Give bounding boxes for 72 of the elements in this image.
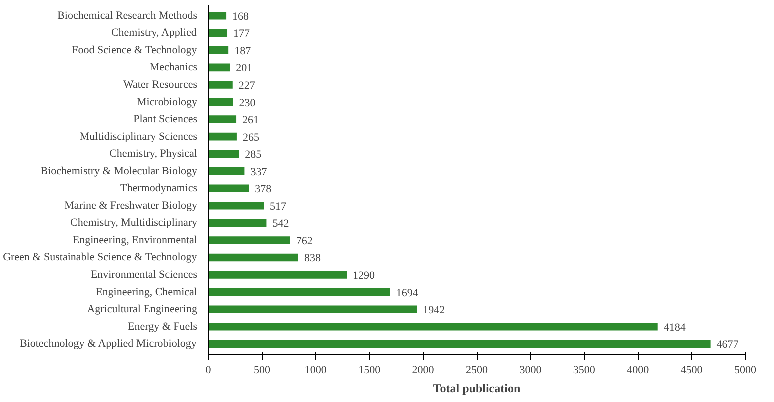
data-label: 227 (238, 80, 256, 92)
x-tick-label: 1000 (304, 364, 328, 376)
bar (208, 150, 240, 158)
y-tick-label: Agricultural Engineering (87, 304, 198, 316)
y-tick-label: Green & Sustainable Science & Technology (3, 252, 198, 264)
x-axis-title: Total publication (433, 382, 521, 396)
bar (208, 116, 237, 124)
y-tick-label: Biotechnology & Applied Microbiology (20, 338, 198, 350)
x-tick-label: 2000 (412, 364, 435, 376)
bar (208, 219, 267, 228)
data-label: 4677 (716, 339, 740, 352)
bar (208, 271, 348, 279)
bar (208, 236, 290, 244)
y-tick-label: Food Science & Technology (72, 44, 198, 56)
data-label: 838 (304, 252, 322, 265)
x-tick-label: 3000 (520, 364, 542, 376)
bar (208, 12, 227, 20)
bar (208, 132, 237, 141)
data-label: 285 (245, 149, 262, 162)
bar (208, 322, 658, 331)
data-label: 1694 (396, 287, 419, 300)
y-tick-label: Microbiology (137, 96, 198, 108)
data-label: 337 (250, 166, 268, 178)
x-tick-label: 4500 (680, 364, 704, 376)
y-tick-label: Engineering, Environmental (72, 234, 198, 246)
data-label: 230 (239, 97, 256, 110)
bar (208, 202, 264, 210)
bar (208, 81, 233, 89)
data-label: 261 (242, 114, 260, 127)
data-label: 1290 (353, 270, 376, 282)
x-tick-label: 2500 (466, 364, 488, 376)
x-tick-label: 4000 (627, 364, 650, 376)
bar (208, 184, 250, 193)
x-tick-label: 500 (254, 364, 271, 376)
y-tick-label: Marine & Freshwater Biology (64, 200, 198, 212)
data-label: 168 (232, 10, 250, 23)
y-tick-label: Chemistry, Applied (111, 27, 198, 40)
bar (208, 46, 229, 54)
y-tick-label: Biochemistry & Molecular Biology (40, 165, 198, 178)
bar (208, 340, 711, 348)
data-label: 542 (272, 218, 290, 230)
data-label: 378 (255, 184, 272, 196)
bar (208, 288, 390, 296)
y-tick-label: Environmental Sciences (90, 269, 198, 282)
bar (208, 98, 234, 106)
y-tick-label: Mechanics (150, 62, 198, 74)
y-tick-label: Chemistry, Multidisciplinary (70, 217, 198, 230)
y-tick-label: Biochemical Research Methods (58, 10, 198, 22)
data-label: 187 (234, 45, 252, 58)
x-tick-label: 3500 (573, 364, 596, 376)
data-label: 1942 (423, 304, 446, 317)
bar (208, 64, 230, 72)
bar (208, 254, 298, 262)
y-tick-label: Multidisciplinary Sciences (80, 130, 198, 143)
bar (208, 29, 228, 38)
data-label: 762 (296, 235, 313, 248)
y-tick-label: Engineering, Chemical (96, 286, 198, 298)
y-tick-label: Water Resources (124, 78, 198, 91)
data-label: 177 (234, 28, 251, 40)
data-label: 201 (236, 62, 253, 75)
y-tick-label: Plant Sciences (134, 114, 198, 126)
x-tick-label: 0 (206, 364, 212, 376)
x-tick-label: 5000 (734, 364, 757, 376)
data-label: 4184 (664, 322, 686, 334)
y-tick-label: Chemistry, Physical (110, 148, 198, 160)
data-label: 517 (270, 200, 288, 213)
bar (208, 167, 245, 176)
data-label: 265 (242, 132, 260, 144)
x-tick-label: 1500 (358, 364, 382, 376)
bar (208, 306, 418, 314)
y-tick-label: Energy & Fuels (128, 320, 198, 333)
y-tick-label: Thermodynamics (120, 182, 198, 195)
